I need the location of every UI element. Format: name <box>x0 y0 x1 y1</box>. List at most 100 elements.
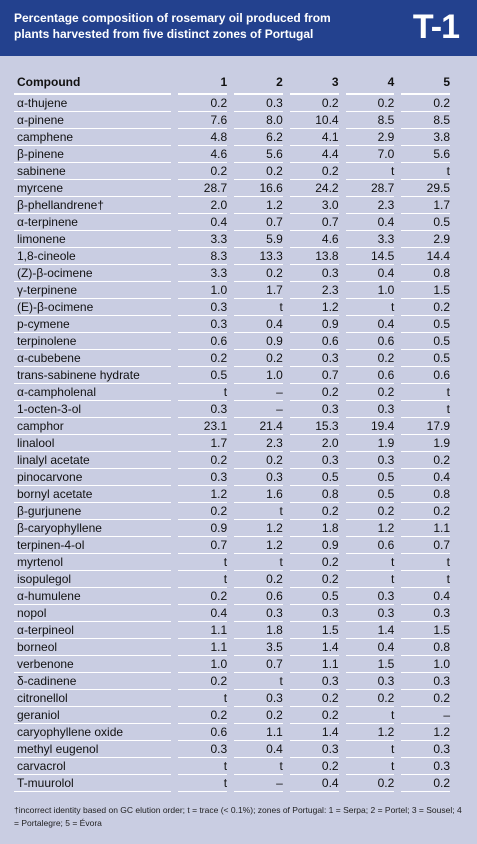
row: trans-sabinene hydrate 0.5 1.0 0.7 0.6 0.6 <box>14 367 451 384</box>
compound: δ-cadinene <box>14 673 172 690</box>
value: t <box>178 758 228 775</box>
row: α-campholenal t –0.2 0.2 t <box>14 384 451 401</box>
row: nopol 0.4 0.3 0.3 0.3 0.3 <box>14 605 451 622</box>
value: 0.6 <box>234 588 283 605</box>
value: 1.5 <box>345 656 395 673</box>
compound: trans-sabinene hydrate <box>14 367 172 384</box>
value: 13.3 <box>234 248 283 265</box>
row: camphene 4.8 6.2 4.1 2.9 3.8 <box>14 129 451 146</box>
value: 0.2 <box>289 554 339 571</box>
value: 0.2 <box>345 503 395 520</box>
row: terpinen-4-ol 0.7 1.2 0.9 0.6 0.7 <box>14 537 451 554</box>
value: 0.4 <box>345 639 395 656</box>
value: 14.5 <box>345 248 395 265</box>
row: linalool 1.7 2.3 2.0 1.9 1.9 <box>14 435 451 452</box>
value: 0.7 <box>234 656 283 673</box>
value: 0.5 <box>401 316 451 333</box>
value: 0.2 <box>178 673 228 690</box>
value: 0.2 <box>289 690 339 707</box>
value: 0.2 <box>234 571 283 588</box>
value: 8.5 <box>345 112 395 129</box>
title: Percentage composition of rosemary oil p… <box>14 11 331 41</box>
row: sabinene 0.2 0.2 0.2 t t <box>14 163 451 180</box>
compound: linalool <box>14 435 172 452</box>
value: 1.8 <box>234 622 283 639</box>
value: 1.7 <box>178 435 228 452</box>
value: 19.4 <box>345 418 395 435</box>
value: 0.2 <box>345 775 395 792</box>
value: 0.2 <box>401 452 451 469</box>
row: caryophyllene oxide 0.6 1.1 1.4 1.2 1.2 <box>14 724 451 741</box>
value: 2.0 <box>178 197 228 214</box>
value: t <box>401 554 451 571</box>
value: 0.8 <box>289 486 339 503</box>
value: 0.2 <box>234 265 283 282</box>
row: 1,8-cineole 8.3 13.3 13.8 14.5 14.4 <box>14 248 451 265</box>
row: verbenone 1.0 0.7 1.1 1.5 1.0 <box>14 656 451 673</box>
value: 1.5 <box>401 282 451 299</box>
value: 2.3 <box>345 197 395 214</box>
value: 0.3 <box>289 673 339 690</box>
row: pinocarvone 0.3 0.3 0.5 0.5 0.4 <box>14 469 451 486</box>
value: 0.2 <box>401 690 451 707</box>
value: 16.6 <box>234 180 283 197</box>
row: myrcene 28.7 16.6 24.2 28.7 29.5 <box>14 180 451 197</box>
value: t <box>345 707 395 724</box>
value: 0.2 <box>345 350 395 367</box>
value: 1.1 <box>178 639 228 656</box>
value: 0.3 <box>178 316 228 333</box>
value: t <box>234 673 283 690</box>
compound: α-humulene <box>14 588 172 605</box>
value: 21.4 <box>234 418 283 435</box>
value: 15.3 <box>289 418 339 435</box>
value: t <box>178 571 228 588</box>
value: 7.0 <box>345 146 395 163</box>
value: 0.2 <box>289 384 339 401</box>
value: 0.6 <box>345 333 395 350</box>
compound: nopol <box>14 605 172 622</box>
value: 0.6 <box>401 367 451 384</box>
value: – <box>234 401 283 418</box>
compound: α-pinene <box>14 112 172 129</box>
compound: isopulegol <box>14 571 172 588</box>
value: 0.3 <box>289 401 339 418</box>
compound: T-muurolol <box>14 775 172 792</box>
column-header: 3 <box>289 70 339 95</box>
value: 0.3 <box>401 673 451 690</box>
row: citronellol t 0.3 0.2 0.2 0.2 <box>14 690 451 707</box>
value: 0.2 <box>178 95 228 112</box>
column-header: 5 <box>401 70 451 95</box>
value: – <box>234 384 283 401</box>
value: – <box>234 775 283 792</box>
compound: β-gurjunene <box>14 503 172 520</box>
value: 0.3 <box>289 350 339 367</box>
value: 1.6 <box>234 486 283 503</box>
value: 0.3 <box>234 605 283 622</box>
value: 0.3 <box>345 605 395 622</box>
row: carvacrol t t 0.2 t 0.3 <box>14 758 451 775</box>
value: 0.2 <box>401 775 451 792</box>
value: 1.2 <box>234 520 283 537</box>
value: 7.6 <box>178 112 228 129</box>
value: t <box>401 571 451 588</box>
value: 4.4 <box>289 146 339 163</box>
value: 0.2 <box>234 163 283 180</box>
value: 0.7 <box>289 214 339 231</box>
value: 1.4 <box>289 639 339 656</box>
value: 0.3 <box>401 758 451 775</box>
value: 0.7 <box>401 537 451 554</box>
value: 0.2 <box>401 299 451 316</box>
value: 0.3 <box>345 401 395 418</box>
row: bornyl acetate 1.2 1.6 0.8 0.5 0.8 <box>14 486 451 503</box>
value: 0.3 <box>234 469 283 486</box>
value: 0.2 <box>178 350 228 367</box>
value: 0.4 <box>178 605 228 622</box>
compound: terpinolene <box>14 333 172 350</box>
compound: myrcene <box>14 180 172 197</box>
row: β-caryophyllene 0.9 1.2 1.8 1.2 1.1 <box>14 520 451 537</box>
value: 1.2 <box>234 197 283 214</box>
compound: β-caryophyllene <box>14 520 172 537</box>
value: 1.4 <box>345 622 395 639</box>
value: 0.3 <box>234 95 283 112</box>
compound: (E)-β-ocimene <box>14 299 172 316</box>
